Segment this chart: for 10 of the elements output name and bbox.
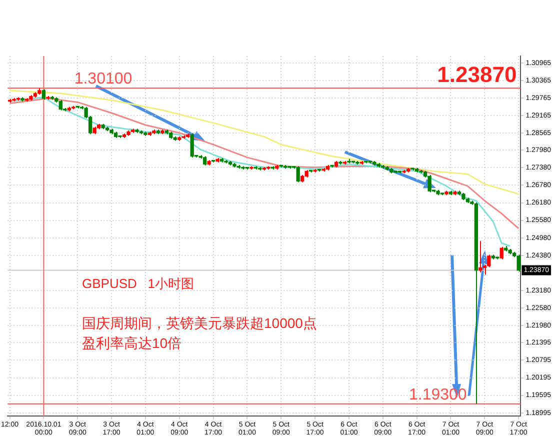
candlestick <box>419 170 423 174</box>
ref-line-label: 1.30100 <box>74 70 132 88</box>
annotation: 盈利率高达10倍 <box>82 335 182 351</box>
candlestick <box>101 123 105 130</box>
candlestick <box>38 88 42 96</box>
candlestick <box>436 189 440 196</box>
annotation: 1.23870 <box>437 62 517 87</box>
annotation: 国庆周期间，英镑美元暴跌超10000点 <box>82 315 317 331</box>
ref-line-label: 1.19300 <box>408 386 467 404</box>
annotation: GBPUSD 1小时图 <box>82 276 194 291</box>
